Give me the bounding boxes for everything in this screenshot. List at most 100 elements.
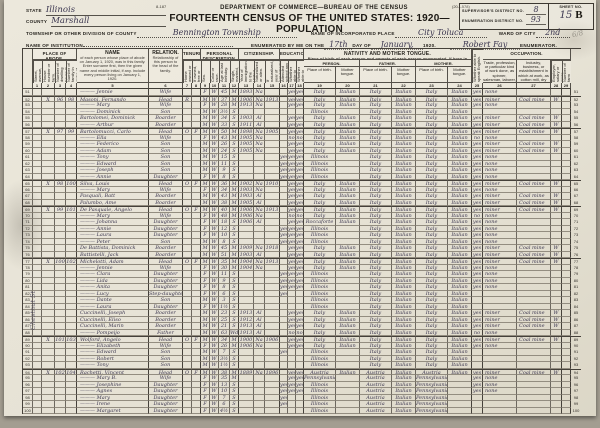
person-name: ——— Dante bbox=[77, 297, 149, 304]
cell-occ bbox=[483, 355, 517, 362]
cell-sex: F bbox=[201, 102, 210, 109]
cell-rel: Boarder bbox=[149, 251, 183, 258]
cell-rd: yes bbox=[288, 284, 296, 291]
cell-ln: 80 bbox=[23, 277, 33, 284]
cell-mp: Italy bbox=[416, 355, 448, 362]
cell-age: 3½ bbox=[219, 355, 230, 362]
cell-mp: Italy bbox=[416, 303, 448, 310]
cell-fm: Italian bbox=[392, 368, 416, 375]
cell-mp: Italy bbox=[416, 219, 448, 226]
cell-fam bbox=[66, 141, 77, 148]
cell-imm bbox=[239, 303, 254, 310]
cell-imm bbox=[239, 232, 254, 239]
cell-st bbox=[33, 173, 42, 180]
cell-pp: Italy bbox=[304, 310, 336, 317]
cell-fam: 99 bbox=[66, 128, 77, 135]
cell-lnr: 82 bbox=[573, 290, 579, 296]
cell-fm: Italian bbox=[392, 128, 416, 135]
cell-col: W bbox=[210, 381, 219, 388]
cell-mtg bbox=[192, 232, 201, 239]
cell-lnr: 85 bbox=[573, 310, 579, 315]
cell-cls bbox=[551, 284, 562, 291]
cell-fam bbox=[66, 121, 77, 128]
cell-mp: Pennsylvania bbox=[416, 394, 448, 401]
cell-mp: Italy bbox=[416, 199, 448, 206]
cell-naty bbox=[265, 108, 280, 115]
cell-mtg bbox=[192, 394, 201, 401]
cell-rel: Head bbox=[149, 368, 183, 375]
cell-mtg bbox=[192, 401, 201, 408]
cell-wr: yes bbox=[296, 199, 304, 206]
cell-fm: Italian bbox=[392, 160, 416, 167]
cell-eng: yes bbox=[472, 310, 483, 317]
cell-mp: Italy bbox=[416, 284, 448, 291]
cell-ten bbox=[183, 277, 192, 284]
district-numbers: Supervisor's District No. 8 Enumeration … bbox=[460, 4, 549, 29]
cell-pp: Italy bbox=[304, 342, 336, 349]
cell-age: 1½ bbox=[219, 303, 230, 310]
cell-sch: yes bbox=[280, 173, 288, 180]
cell-dw: 101 bbox=[55, 336, 66, 343]
cell-eng: yes bbox=[472, 388, 483, 395]
cell-fam bbox=[66, 102, 77, 109]
cell-hn: X bbox=[42, 258, 55, 265]
cell-cls: W bbox=[551, 258, 562, 265]
cell-st bbox=[33, 323, 42, 330]
cell-imm bbox=[239, 388, 254, 395]
cell-wr bbox=[296, 108, 304, 115]
cell-mm: Italian bbox=[448, 277, 472, 284]
cell-fm: Italian bbox=[392, 147, 416, 154]
person-name: ——— Laura bbox=[77, 232, 149, 239]
cell-imm: 1904 bbox=[239, 258, 254, 265]
cell-sch bbox=[280, 297, 288, 304]
cell-age: 9 bbox=[219, 167, 230, 174]
cell-dw bbox=[55, 186, 66, 193]
cell-farm bbox=[562, 95, 571, 102]
cell-cls: W bbox=[551, 115, 562, 122]
cell-pp: Illinois bbox=[304, 271, 336, 278]
cell-nat: Al bbox=[254, 199, 265, 206]
cell-hn bbox=[42, 102, 55, 109]
cell-rel: Son bbox=[149, 355, 183, 362]
col-number: 10 bbox=[210, 83, 219, 89]
cell-ten bbox=[183, 115, 192, 122]
col-sex: Sex. bbox=[201, 60, 210, 83]
cell-st bbox=[33, 316, 42, 323]
cell-fam bbox=[66, 401, 77, 408]
cell-mp: Italy bbox=[416, 121, 448, 128]
cell-pp: Italy bbox=[304, 180, 336, 187]
cell-ind: Coal mine bbox=[517, 147, 551, 154]
cell-farm bbox=[562, 245, 571, 252]
cell-rd: yes bbox=[288, 95, 296, 102]
cell-hn bbox=[42, 115, 55, 122]
cell-lnr: 81 bbox=[573, 284, 579, 289]
cell-farm bbox=[562, 219, 571, 226]
cell-ind bbox=[517, 329, 551, 336]
cell-ten bbox=[183, 323, 192, 330]
cell-hn bbox=[42, 381, 55, 388]
cell-nat: Na bbox=[254, 102, 265, 109]
cell-mm: Italian bbox=[448, 329, 472, 336]
cell-ten bbox=[183, 102, 192, 109]
cell-pm: Italian bbox=[336, 245, 360, 252]
cell-pm bbox=[336, 290, 360, 297]
cell-st bbox=[33, 284, 42, 291]
cell-ind bbox=[517, 219, 551, 226]
cell-lnr: 60 bbox=[573, 147, 579, 153]
cell-st bbox=[33, 368, 42, 375]
cell-age: 4½ bbox=[219, 407, 230, 414]
cell-ind: Coal mine bbox=[517, 368, 551, 375]
cell-nat bbox=[254, 362, 265, 369]
cell-pm bbox=[336, 401, 360, 408]
cell-ln: 69 bbox=[23, 206, 33, 213]
cell-eng: yes bbox=[472, 316, 483, 323]
cell-mp: Italy bbox=[416, 336, 448, 343]
cell-lnr: 71 bbox=[573, 219, 579, 224]
cell-rd: yes bbox=[288, 277, 296, 284]
cell-st bbox=[33, 102, 42, 109]
cell-cls bbox=[551, 264, 562, 271]
cell-farm bbox=[562, 277, 571, 284]
cell-st bbox=[33, 186, 42, 193]
cell-hn bbox=[42, 355, 55, 362]
cell-dw bbox=[55, 115, 66, 122]
